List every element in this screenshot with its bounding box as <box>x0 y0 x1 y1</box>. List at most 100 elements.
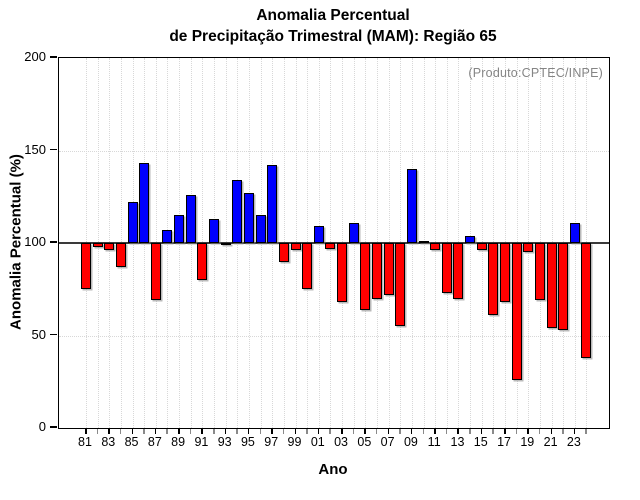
x-axis-tick <box>527 428 529 434</box>
bar-year-2021 <box>546 243 557 329</box>
x-axis-tick <box>96 428 99 434</box>
x-axis-tick <box>236 428 238 434</box>
x-tick-label: 17 <box>497 435 511 449</box>
x-axis-tick <box>317 428 320 434</box>
x-axis-tick <box>492 428 494 434</box>
x-axis-tick <box>585 428 587 434</box>
bar-year-1998 <box>278 243 289 262</box>
x-axis-tick <box>515 428 518 434</box>
bar-year-2002 <box>325 243 336 249</box>
x-axis-tick <box>399 428 401 434</box>
x-axis-tick <box>538 428 541 434</box>
x-tick-label: 19 <box>520 435 535 449</box>
bar-year-1984 <box>115 243 126 268</box>
x-tick-label: 07 <box>380 435 395 449</box>
bar-year-2019 <box>523 243 534 253</box>
bar-year-2020 <box>534 243 545 301</box>
y-axis-tick <box>50 56 57 58</box>
x-axis-tick <box>550 428 553 434</box>
x-axis-tick <box>375 428 378 434</box>
x-axis-tick <box>166 428 168 434</box>
bar-year-1986 <box>139 163 150 243</box>
bar-year-2003 <box>337 243 348 303</box>
x-tick-label: 83 <box>101 435 116 449</box>
x-tick-label: 81 <box>78 435 92 449</box>
bar-year-2018 <box>511 243 522 380</box>
bar-year-1981 <box>81 243 91 290</box>
x-axis-tick <box>573 428 576 434</box>
x-axis-tick <box>422 428 425 434</box>
x-axis-tick <box>410 428 413 434</box>
x-axis-tick <box>143 428 145 434</box>
bar-year-2013 <box>453 243 464 299</box>
y-tick-label: 100 <box>24 234 46 249</box>
bar-year-2012 <box>441 243 452 293</box>
x-tick-label: 87 <box>147 435 162 449</box>
x-axis-tick <box>364 428 366 434</box>
x-tick-label: 15 <box>473 435 488 449</box>
x-axis-tick <box>306 428 308 434</box>
x-axis-tick <box>259 428 262 434</box>
bar-year-2006 <box>371 243 382 299</box>
bar-year-1994 <box>232 180 243 243</box>
chart-title-line2: de Precipitação Trimestral (MAM): Região… <box>169 28 497 45</box>
bar-year-2022 <box>558 243 569 330</box>
x-axis-tick <box>480 428 483 434</box>
x-axis-tick <box>201 428 203 434</box>
bar-year-2011 <box>430 243 441 251</box>
x-axis-tick <box>247 428 250 434</box>
x-axis-tick <box>178 428 180 434</box>
bar-year-2007 <box>383 243 394 295</box>
x-axis-tick <box>154 428 157 434</box>
bar-year-2017 <box>500 243 511 303</box>
x-tick-label: 89 <box>171 435 186 449</box>
bar-year-2024 <box>581 243 592 358</box>
bar-year-2005 <box>360 243 371 310</box>
y-tick-label: 200 <box>24 49 46 64</box>
y-axis-tick <box>50 148 57 151</box>
y-tick-label: 50 <box>31 326 46 342</box>
x-axis-tick <box>352 428 355 434</box>
x-tick-label: 97 <box>264 435 279 449</box>
bar-year-2008 <box>395 243 406 327</box>
x-tick-label: 01 <box>310 435 325 449</box>
chart-title-line1: Anomalia Percentual <box>256 7 410 24</box>
bar-year-2000 <box>302 243 313 290</box>
bar-year-2015 <box>476 243 487 251</box>
bar-year-1991 <box>197 243 208 280</box>
bar-year-1990 <box>185 194 196 243</box>
bar-year-1995 <box>243 193 254 243</box>
x-tick-label: 13 <box>450 435 465 449</box>
x-tick-label: 95 <box>240 435 255 449</box>
bar-year-2016 <box>488 243 499 316</box>
x-tick-label: 85 <box>124 435 139 449</box>
bar-year-1992 <box>209 218 220 243</box>
bar-year-1983 <box>104 243 115 251</box>
plot-area: (Produto:CPTEC/INPE) <box>58 57 610 429</box>
bar-year-1988 <box>162 230 173 243</box>
bar-year-1985 <box>127 202 138 243</box>
x-axis-tick <box>387 428 390 434</box>
y-axis-tick <box>50 241 57 243</box>
x-tick-label: 91 <box>194 435 209 449</box>
x-axis-tick <box>294 428 296 434</box>
y-axis-tick <box>50 426 57 428</box>
x-axis-tick <box>329 428 331 434</box>
horizontal-gridline <box>59 150 609 152</box>
x-tick-label: 03 <box>334 435 349 449</box>
bar-year-1982 <box>92 243 103 247</box>
x-axis-tick <box>457 428 459 434</box>
x-axis-tick <box>271 428 273 434</box>
x-axis-tick <box>341 428 343 434</box>
x-axis-tick <box>119 428 122 434</box>
x-tick-label: 05 <box>357 435 372 449</box>
x-tick-label: 11 <box>427 435 441 449</box>
bar-year-1999 <box>290 243 301 251</box>
x-axis-tick <box>85 428 87 434</box>
bar-year-2014 <box>465 235 476 243</box>
x-tick-label: 93 <box>217 435 232 449</box>
x-axis-tick <box>224 428 227 434</box>
x-axis-tick <box>445 428 448 434</box>
bar-year-2004 <box>348 222 359 243</box>
